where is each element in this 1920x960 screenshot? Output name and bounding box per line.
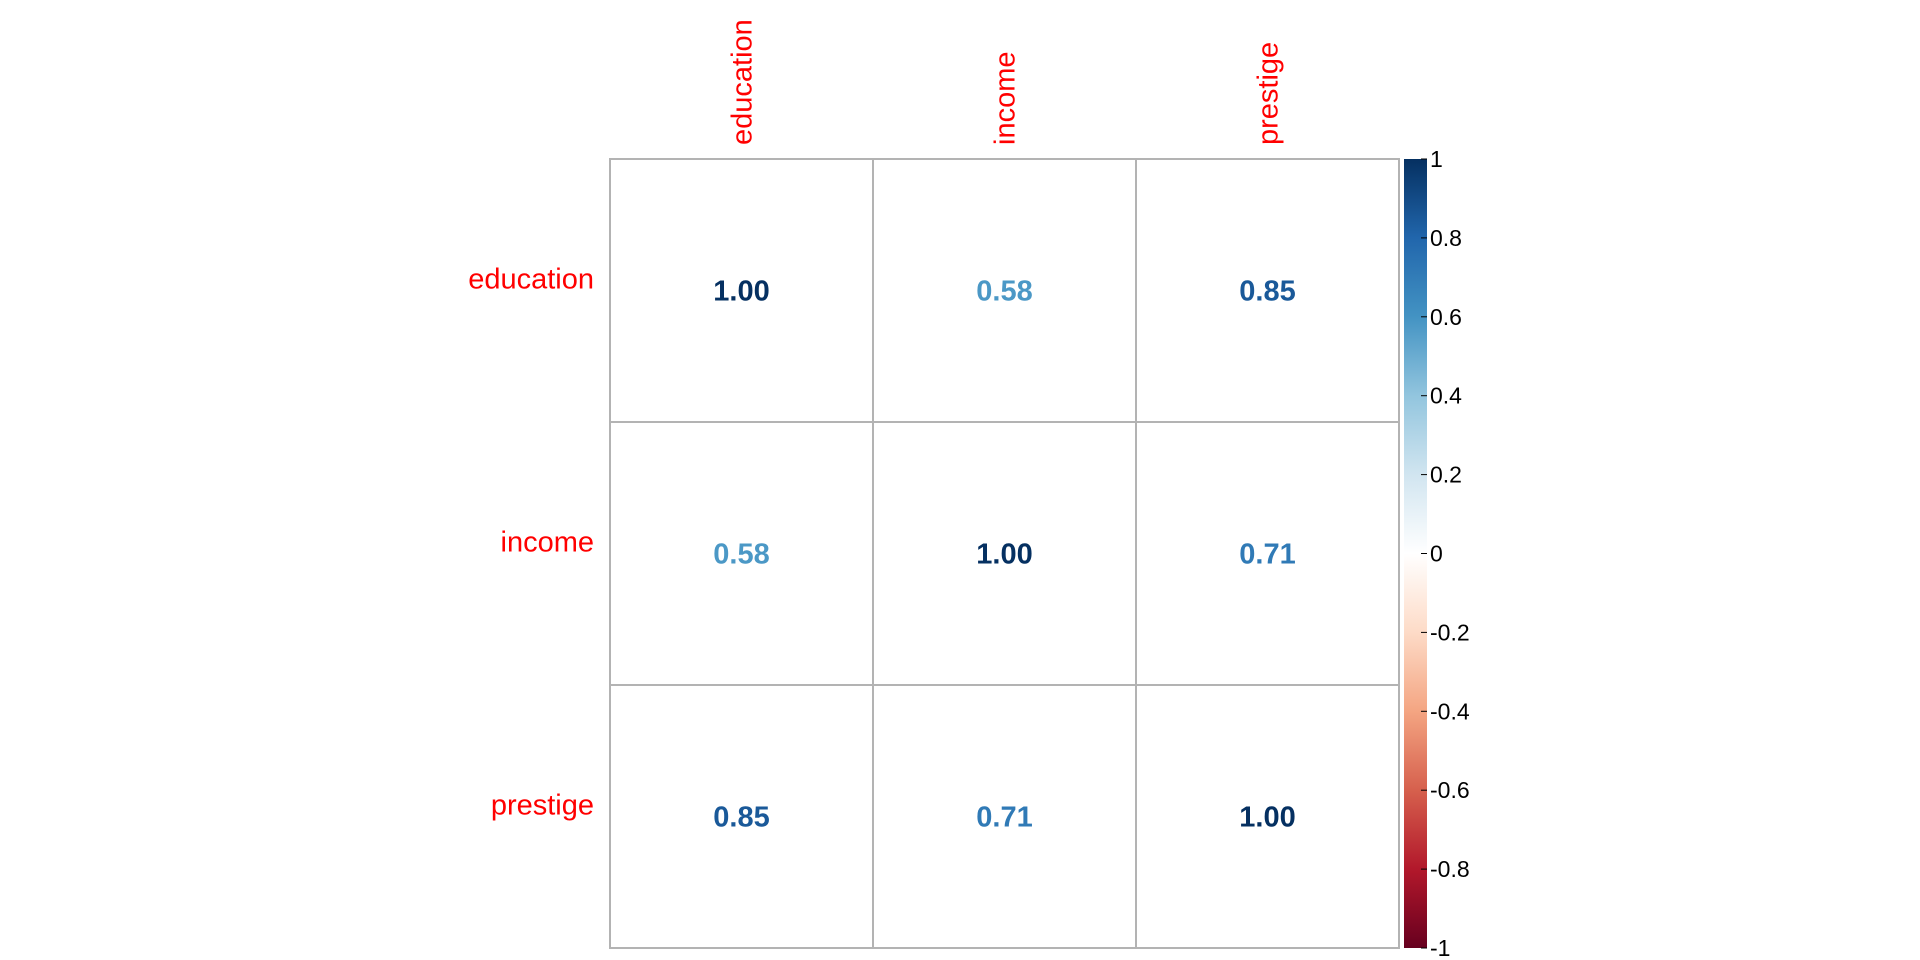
colorbar-tick-label: -0.6: [1430, 777, 1470, 803]
cell-value-label: 0.58: [713, 539, 769, 571]
colorbar-tick-label: -0.2: [1430, 619, 1470, 645]
cell-value-label: 1.00: [1239, 802, 1295, 834]
colorbar-tick-label: -0.4: [1430, 698, 1470, 724]
matrix-cell: [1135, 684, 1400, 949]
matrix-cell: [872, 421, 1137, 686]
cell-value-label: 0.71: [976, 802, 1032, 834]
column-labels: education income prestige: [727, 19, 1285, 145]
colorbar: 1 0.8 0.6 0.4 0.2 0 -0.2 -0.4 -0.6 -0.8 -1: [1404, 146, 1470, 960]
column-label-income: income: [990, 52, 1022, 146]
row-labels: education income prestige: [468, 264, 594, 822]
matrix-cell: [609, 158, 874, 423]
matrix-cells: 1.00 0.58 0.85 0.58 1.00 0.71 0.85 0.71 1.00: [609, 158, 1400, 949]
cell-value-label: 0.58: [976, 276, 1032, 308]
row-label-education: education: [468, 264, 594, 296]
row-label-income: income: [501, 527, 595, 559]
matrix-cell: [609, 684, 874, 949]
cell-value-label: 1.00: [713, 276, 769, 308]
column-label-education: education: [727, 19, 759, 145]
colorbar-tick-label: 1: [1430, 146, 1443, 172]
column-label-prestige: prestige: [1253, 42, 1285, 145]
colorbar-tick-label: 0.2: [1430, 462, 1462, 488]
row-label-prestige: prestige: [491, 790, 594, 822]
matrix-cell: [609, 421, 874, 686]
matrix-cell: [872, 158, 1137, 423]
colorbar-tick-label: 0.4: [1430, 383, 1462, 409]
matrix-cell: [872, 684, 1137, 949]
colorbar-tick-label: 0.8: [1430, 225, 1462, 251]
colorbar-tick-label: -1: [1430, 935, 1450, 960]
cell-value-label: 0.71: [1239, 539, 1295, 571]
matrix-cell: [1135, 158, 1400, 423]
colorbar-tick-label: 0: [1430, 541, 1443, 567]
colorbar-tick-label: 0.6: [1430, 304, 1462, 330]
matrix-cell: [1135, 421, 1400, 686]
colorbar-gradient: [1404, 159, 1427, 948]
colorbar-tick-label: -0.8: [1430, 856, 1470, 882]
cell-value-label: 1.00: [976, 539, 1032, 571]
cell-value-label: 0.85: [1239, 276, 1295, 308]
cell-value-label: 0.85: [713, 802, 769, 834]
